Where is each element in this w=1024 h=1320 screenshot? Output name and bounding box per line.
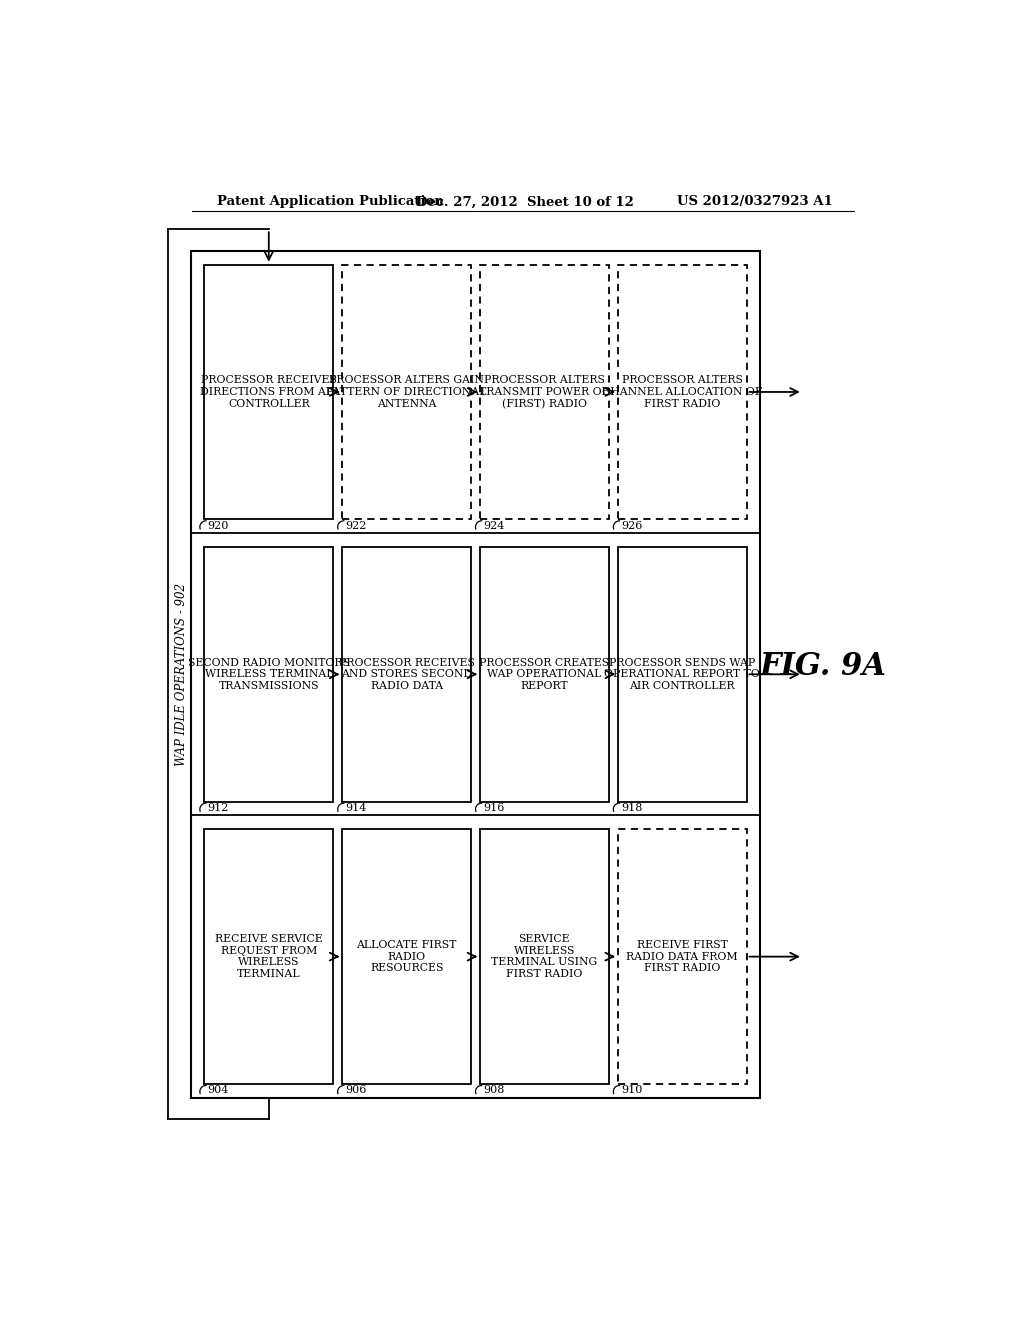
- Bar: [480, 829, 608, 1084]
- Bar: [617, 829, 746, 1084]
- Text: 904: 904: [208, 1085, 229, 1096]
- Text: PROCESSOR RECEIVES
AND STORES SECOND
RADIO DATA: PROCESSOR RECEIVES AND STORES SECOND RAD…: [339, 657, 474, 690]
- Bar: [205, 829, 333, 1084]
- Text: 916: 916: [483, 803, 505, 813]
- Bar: [342, 264, 471, 519]
- Text: 926: 926: [621, 521, 642, 531]
- Text: PROCESSOR ALTERS
TRANSMIT POWER OF
(FIRST) RADIO: PROCESSOR ALTERS TRANSMIT POWER OF (FIRS…: [479, 375, 609, 409]
- Bar: [205, 264, 333, 519]
- Bar: [190, 251, 761, 1098]
- Text: 908: 908: [483, 1085, 505, 1096]
- Text: SERVICE
WIRELESS
TERMINAL USING
FIRST RADIO: SERVICE WIRELESS TERMINAL USING FIRST RA…: [492, 935, 598, 979]
- Text: 910: 910: [621, 1085, 642, 1096]
- Text: 920: 920: [208, 521, 229, 531]
- Text: PROCESSOR SENDS WAP
OPERATIONAL REPORT TO
AIR CONTROLLER: PROCESSOR SENDS WAP OPERATIONAL REPORT T…: [604, 657, 760, 690]
- Text: 924: 924: [483, 521, 505, 531]
- Text: Patent Application Publication: Patent Application Publication: [217, 195, 443, 209]
- Text: 906: 906: [345, 1085, 367, 1096]
- Text: 912: 912: [208, 803, 229, 813]
- Text: PROCESSOR RECEIVES
DIRECTIONS FROM AIR
CONTROLLER: PROCESSOR RECEIVES DIRECTIONS FROM AIR C…: [200, 375, 338, 409]
- Text: 918: 918: [621, 803, 642, 813]
- Text: RECEIVE SERVICE
REQUEST FROM
WIRELESS
TERMINAL: RECEIVE SERVICE REQUEST FROM WIRELESS TE…: [215, 935, 323, 979]
- Text: Dec. 27, 2012  Sheet 10 of 12: Dec. 27, 2012 Sheet 10 of 12: [416, 195, 634, 209]
- Text: PROCESSOR ALTERS GAIN
PATTERN OF DIRECTIONAL
ANTENNA: PROCESSOR ALTERS GAIN PATTERN OF DIRECTI…: [327, 375, 486, 409]
- Bar: [617, 264, 746, 519]
- Text: SECOND RADIO MONITORS
WIRELESS TERMINAL
TRANSMISSIONS: SECOND RADIO MONITORS WIRELESS TERMINAL …: [187, 657, 350, 690]
- Bar: [205, 546, 333, 801]
- Bar: [342, 546, 471, 801]
- Text: WAP IDLE OPERATIONS - 902: WAP IDLE OPERATIONS - 902: [175, 583, 187, 766]
- Text: 922: 922: [345, 521, 367, 531]
- Text: 914: 914: [345, 803, 367, 813]
- Text: FIG. 9A: FIG. 9A: [760, 651, 887, 682]
- Bar: [480, 264, 608, 519]
- Bar: [617, 546, 746, 801]
- Text: US 2012/0327923 A1: US 2012/0327923 A1: [677, 195, 833, 209]
- Text: PROCESSOR CREATES
WAP OPERATIONAL
REPORT: PROCESSOR CREATES WAP OPERATIONAL REPORT: [479, 657, 609, 690]
- Bar: [480, 546, 608, 801]
- Text: ALLOCATE FIRST
RADIO
RESOURCES: ALLOCATE FIRST RADIO RESOURCES: [356, 940, 457, 973]
- Bar: [342, 829, 471, 1084]
- Text: RECEIVE FIRST
RADIO DATA FROM
FIRST RADIO: RECEIVE FIRST RADIO DATA FROM FIRST RADI…: [627, 940, 738, 973]
- Text: PROCESSOR ALTERS
CHANNEL ALLOCATION OF
FIRST RADIO: PROCESSOR ALTERS CHANNEL ALLOCATION OF F…: [602, 375, 763, 409]
